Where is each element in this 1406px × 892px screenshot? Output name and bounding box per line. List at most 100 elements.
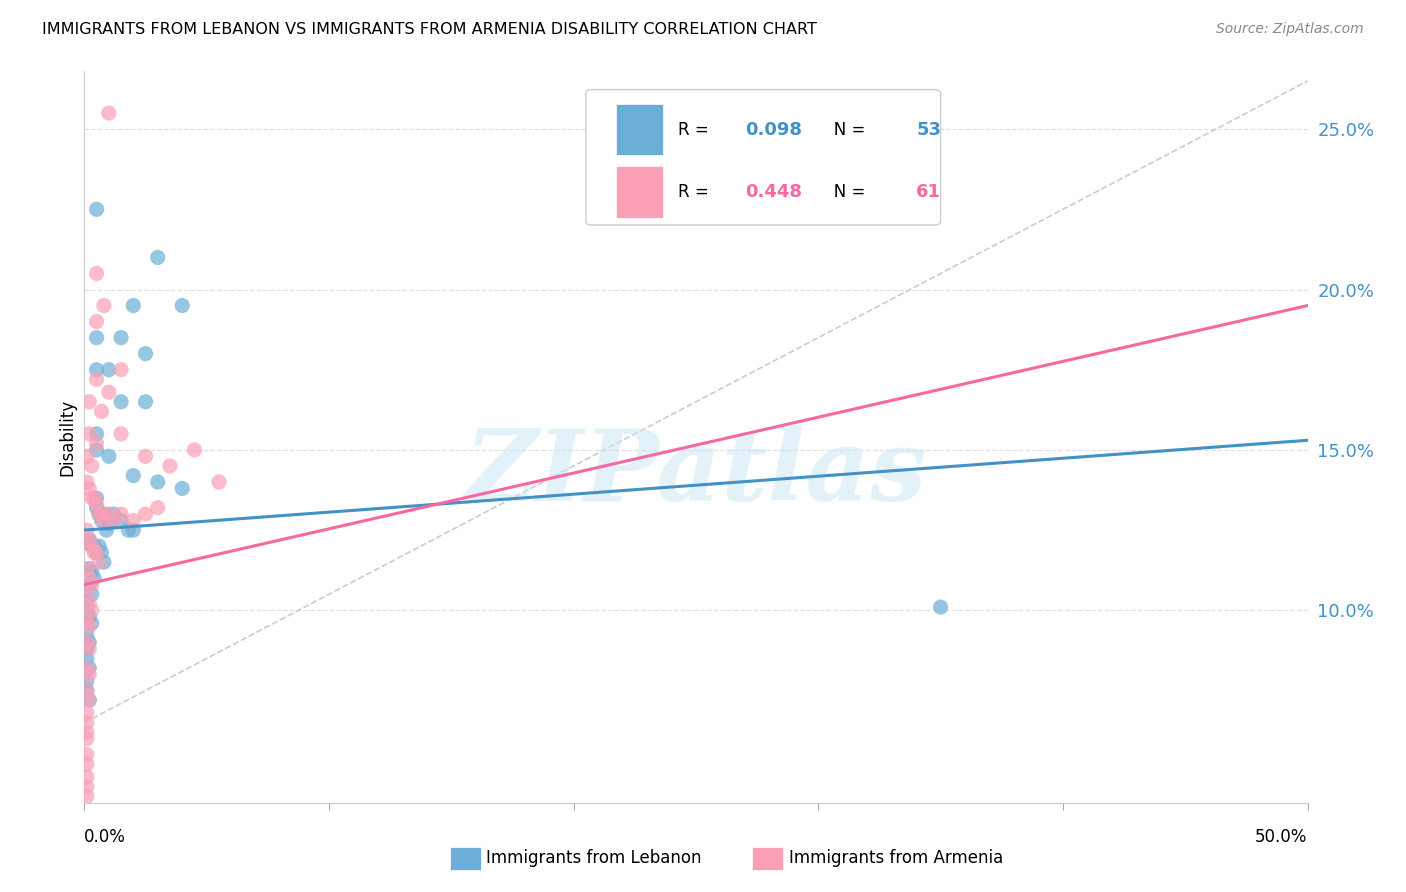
Bar (616, 167, 664, 218)
Point (77, 609, 100, 624)
Bar (616, 104, 664, 155)
Point (76, 450, 98, 464)
Point (83, 539, 105, 553)
Point (103, 507, 125, 521)
Point (77, 661, 100, 675)
Point (77, 641, 100, 656)
Point (86, 545, 108, 559)
Point (80, 616, 103, 631)
Point (76, 613, 98, 627)
Point (122, 468, 145, 483)
Point (80, 587, 103, 601)
Point (146, 475, 169, 489)
Point (77, 667, 100, 681)
Point (77, 635, 100, 649)
Text: ZIPatlas: ZIPatlas (465, 425, 927, 522)
Point (110, 514, 132, 528)
Point (86, 315, 108, 329)
Point (83, 491, 105, 505)
Point (76, 635, 98, 649)
Text: Immigrants from Armenia: Immigrants from Armenia (789, 849, 1002, 867)
Point (110, 507, 132, 521)
Point (87, 555, 110, 569)
Point (86, 500, 108, 515)
Point (146, 251, 169, 265)
Point (97, 516, 120, 531)
Point (76, 587, 98, 601)
Point (97, 450, 120, 464)
Point (159, 458, 181, 473)
Point (76, 603, 98, 617)
Point (77, 693, 100, 707)
Point (135, 394, 157, 409)
Point (110, 362, 132, 376)
Point (172, 482, 194, 496)
Text: 0.0%: 0.0% (84, 829, 127, 847)
FancyBboxPatch shape (586, 90, 941, 225)
Text: IMMIGRANTS FROM LEBANON VS IMMIGRANTS FROM ARMENIA DISABILITY CORRELATION CHART: IMMIGRANTS FROM LEBANON VS IMMIGRANTS FR… (42, 22, 817, 37)
Point (183, 442, 205, 457)
Point (97, 507, 120, 521)
Point (86, 267, 108, 281)
Point (135, 346, 157, 360)
Point (77, 426, 100, 441)
Point (80, 491, 103, 505)
Point (77, 394, 100, 409)
Point (77, 597, 100, 611)
Point (76, 475, 98, 489)
Point (97, 362, 120, 376)
Point (76, 673, 98, 688)
Point (110, 394, 132, 409)
Point (76, 731, 98, 746)
Point (90, 514, 112, 528)
Point (77, 482, 100, 496)
Point (80, 603, 103, 617)
Point (77, 619, 100, 633)
Point (929, 600, 952, 615)
Text: 50.0%: 50.0% (1256, 829, 1308, 847)
Point (77, 577, 100, 591)
Point (76, 715, 98, 730)
Point (76, 661, 98, 675)
Point (76, 561, 98, 575)
Point (77, 533, 100, 547)
Point (86, 442, 108, 457)
Text: R =: R = (678, 121, 714, 139)
Point (76, 747, 98, 762)
Point (77, 693, 100, 707)
Point (122, 523, 145, 537)
Point (97, 385, 120, 400)
Point (76, 706, 98, 720)
Point (80, 577, 103, 591)
Text: 61: 61 (917, 183, 941, 201)
Point (208, 475, 231, 489)
Point (80, 539, 103, 553)
Point (87, 539, 110, 553)
Point (103, 514, 125, 528)
Point (76, 593, 98, 607)
Point (93, 507, 115, 521)
Point (80, 565, 103, 579)
Text: 0.098: 0.098 (745, 121, 801, 139)
Point (80, 539, 103, 553)
Point (76, 770, 98, 784)
Point (122, 514, 145, 528)
Point (76, 789, 98, 804)
Point (135, 507, 157, 521)
Text: Immigrants from Lebanon: Immigrants from Lebanon (486, 849, 702, 867)
Point (86, 436, 108, 450)
Point (90, 545, 112, 559)
Point (146, 500, 169, 515)
Text: 53: 53 (917, 121, 941, 139)
Point (80, 458, 103, 473)
Point (76, 651, 98, 665)
Text: 0.448: 0.448 (745, 183, 801, 201)
Point (76, 757, 98, 772)
Point (86, 372, 108, 386)
Point (86, 202, 108, 217)
Point (76, 641, 98, 656)
Point (76, 683, 98, 698)
Point (93, 555, 115, 569)
Point (110, 426, 132, 441)
Point (172, 299, 194, 313)
